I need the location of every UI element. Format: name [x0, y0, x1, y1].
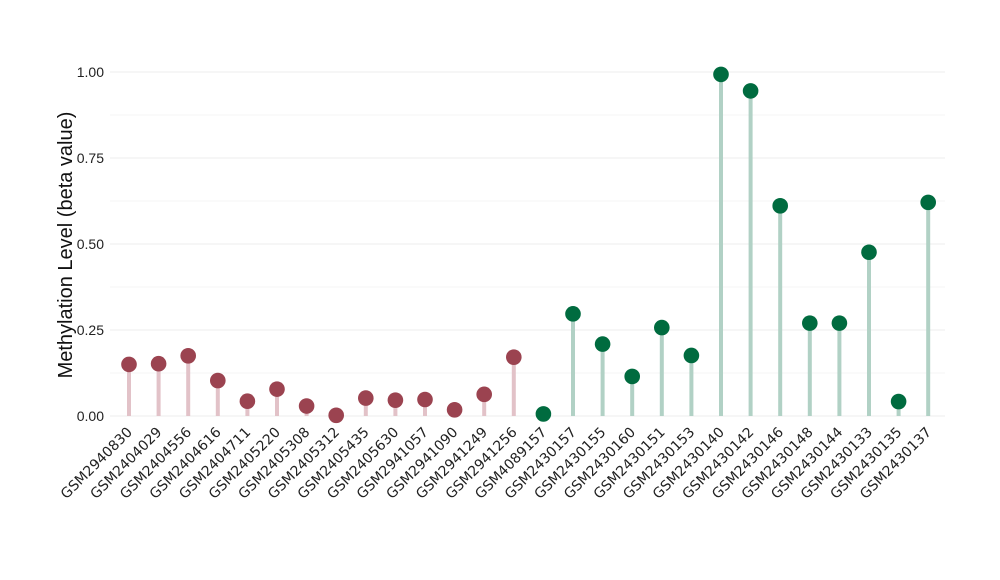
lollipop-point: [506, 349, 522, 365]
lollipop-point: [772, 198, 788, 214]
grid-layer: [110, 71, 945, 417]
lollipop-point: [861, 244, 877, 261]
lollipop-point: [535, 406, 552, 422]
y-tick-label: 1.00: [77, 64, 104, 80]
lollipop-point: [328, 407, 345, 424]
lollipop-point: [150, 355, 167, 372]
lollipop-point: [594, 336, 611, 352]
lollipop-point: [565, 306, 581, 322]
lollipop-point: [713, 66, 729, 83]
y-tick-label: 0.00: [77, 408, 104, 424]
y-tick-label: 0.75: [77, 150, 104, 166]
lollipop-point: [417, 391, 433, 408]
y-axis-title: Methylation Level (beta value): [55, 112, 77, 379]
lollipop-point: [683, 347, 700, 364]
point-layer: [121, 66, 936, 424]
lollipop-point: [476, 386, 493, 403]
lollipop-point: [890, 393, 907, 410]
lollipop-point: [624, 368, 640, 385]
lollipop-point: [446, 402, 463, 418]
lollipop-point: [742, 83, 759, 99]
lollipop-point: [831, 315, 848, 331]
stem-layer: [127, 74, 931, 416]
x-axis-ticks: GSM2940830GSM2404029GSM2404556GSM2404616…: [58, 424, 935, 502]
lollipop-point: [387, 392, 404, 408]
lollipop-point: [180, 348, 196, 364]
lollipop-point: [654, 319, 670, 336]
lollipop-point: [269, 381, 285, 397]
lollipop-point: [239, 393, 256, 410]
lollipop-point: [210, 372, 226, 389]
y-axis-ticks: 0.00 0.25 0.50 0.75 1.00: [77, 64, 104, 424]
lollipop-point: [298, 398, 315, 414]
y-tick-label: 0.25: [77, 322, 104, 338]
y-tick-label: 0.50: [77, 236, 104, 252]
lollipop-point: [121, 356, 137, 373]
lollipop-point: [920, 194, 936, 211]
lollipop-point: [358, 390, 374, 406]
lollipop-point: [802, 315, 818, 331]
